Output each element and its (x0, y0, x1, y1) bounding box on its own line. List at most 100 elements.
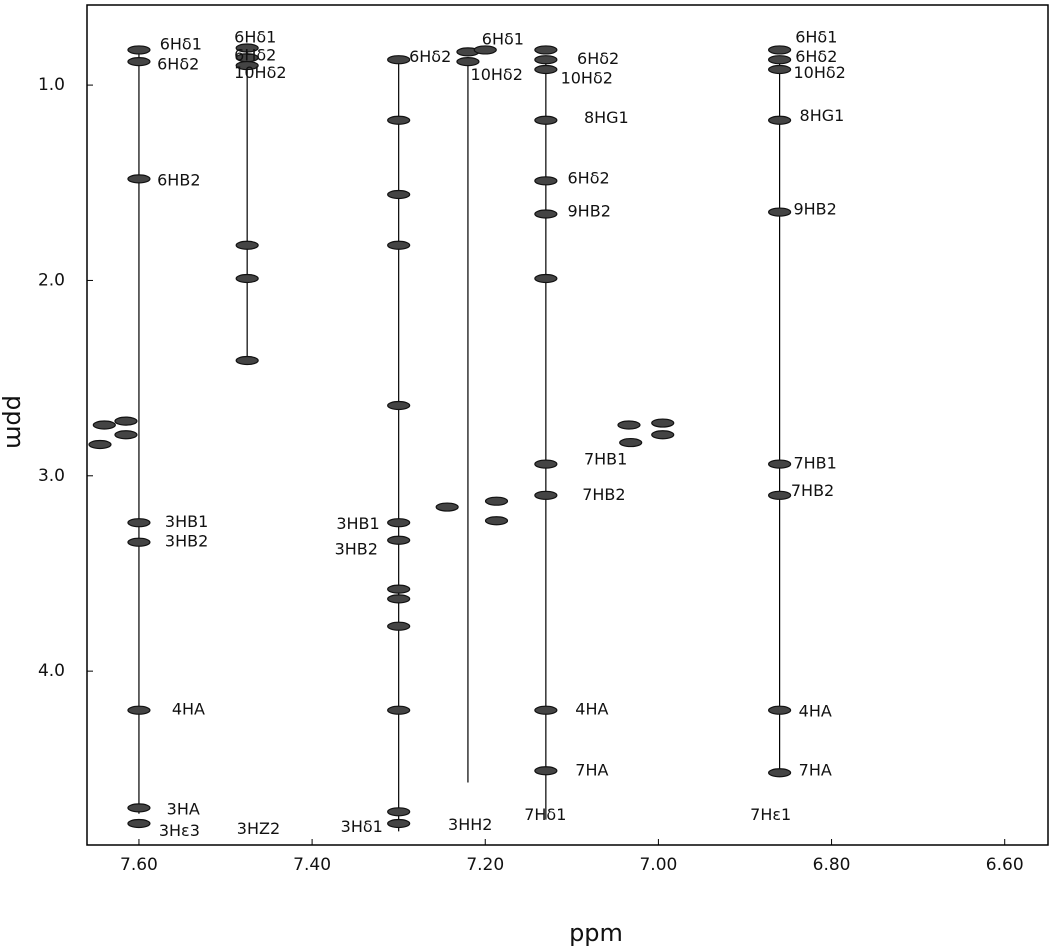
peak (387, 818, 411, 829)
y-axis-title: ppm (1, 395, 29, 449)
peak (387, 807, 411, 817)
peak-label: 10Hδ2 (793, 63, 845, 82)
peak-label: 3Hε3 (159, 821, 200, 840)
peak-label: 6Hδ1 (160, 35, 202, 54)
peak (456, 57, 480, 67)
peak-label: 6Hδ2 (234, 45, 276, 64)
peak (387, 594, 411, 604)
peak-label: 6Hδ1 (795, 28, 837, 47)
peak-label: 6Hδ2 (157, 55, 199, 74)
peak (387, 518, 411, 528)
x-axis-title: ppm (569, 919, 623, 947)
peak (768, 705, 792, 715)
peak-label: 8HG1 (584, 108, 629, 127)
peak (768, 207, 792, 217)
peak (387, 189, 411, 200)
peak (127, 57, 151, 67)
peak (768, 64, 792, 75)
peak-label: 3HB1 (336, 514, 379, 533)
peak-label: 7Hδ1 (524, 805, 566, 824)
peak (534, 766, 558, 776)
peak (768, 45, 792, 55)
peak (127, 174, 151, 184)
peak (534, 209, 558, 219)
peak-label: 10Hδ2 (471, 65, 523, 84)
x-tick-label: 7.00 (639, 855, 677, 875)
peak-label: 7HB1 (584, 450, 627, 469)
peak (619, 437, 643, 448)
peak (768, 490, 792, 500)
peak (235, 60, 259, 71)
peak-label: 6Hδ2 (568, 168, 610, 187)
y-tick-label: 4.0 (38, 661, 65, 681)
peak (534, 45, 558, 55)
peak-label: 10Hδ2 (234, 63, 286, 82)
peak (534, 273, 558, 284)
peak (114, 430, 138, 440)
peak-label: 6Hδ2 (577, 49, 619, 68)
peak (534, 705, 558, 715)
peak (127, 803, 151, 813)
peak-label: 7HA (799, 760, 832, 779)
peak-label: 6HB2 (157, 170, 200, 189)
peak (651, 430, 675, 440)
peak-label: 4HA (799, 702, 832, 721)
peak-label: 3Hδ1 (341, 817, 383, 836)
peak (484, 516, 509, 526)
peak (534, 64, 558, 75)
peak (534, 55, 558, 65)
peak (235, 240, 259, 250)
y-tick-label: 2.0 (38, 270, 65, 290)
peak-label: 10Hδ2 (561, 69, 613, 88)
peak (387, 535, 411, 545)
peak-label: 7HA (575, 760, 608, 779)
peak (387, 584, 411, 594)
peak (768, 55, 792, 65)
peak (387, 55, 411, 65)
peak (435, 502, 459, 512)
peak-label: 7HB2 (791, 481, 834, 500)
peak-label: 4HA (575, 700, 608, 719)
peak (387, 621, 411, 631)
peak-label: 3HB1 (165, 512, 208, 531)
peak (127, 518, 151, 528)
peak (387, 705, 411, 715)
x-tick-label: 7.40 (293, 855, 331, 875)
peak (88, 439, 112, 450)
peak (127, 537, 151, 547)
peak-label: 9HB2 (793, 200, 836, 219)
peak (473, 45, 497, 55)
peak (387, 400, 411, 411)
x-tick-label: 6.60 (986, 855, 1024, 875)
x-tick-label: 6.80 (813, 855, 851, 875)
peak (235, 355, 259, 366)
peak-label: 3HH2 (448, 815, 492, 834)
peak (768, 768, 792, 778)
peak (127, 818, 151, 829)
y-tick-label: 3.0 (38, 466, 65, 486)
peak (651, 418, 675, 428)
peak-label: 3HB2 (165, 532, 208, 551)
plot-frame (86, 4, 1049, 846)
peak-label: 8HG1 (800, 106, 845, 125)
peak (387, 240, 411, 250)
y-tick-label: 1.0 (38, 75, 65, 95)
peak-label: 7HB2 (582, 485, 625, 504)
peak (534, 459, 558, 469)
x-tick-label: 7.20 (466, 855, 504, 875)
peak-label: 9HB2 (568, 202, 611, 221)
peak-label: 6Hδ1 (482, 30, 524, 49)
peak-label: 7Hε1 (750, 805, 791, 824)
peak (235, 273, 259, 284)
peak (768, 115, 792, 125)
x-tick-label: 7.60 (120, 855, 158, 875)
peak-label: 6Hδ1 (234, 28, 276, 47)
peak (617, 420, 641, 430)
peak (534, 115, 558, 125)
peak (92, 420, 116, 430)
peak (127, 705, 151, 715)
peak (484, 496, 509, 506)
peak-label: 7HB1 (793, 454, 836, 473)
peak (534, 176, 558, 186)
